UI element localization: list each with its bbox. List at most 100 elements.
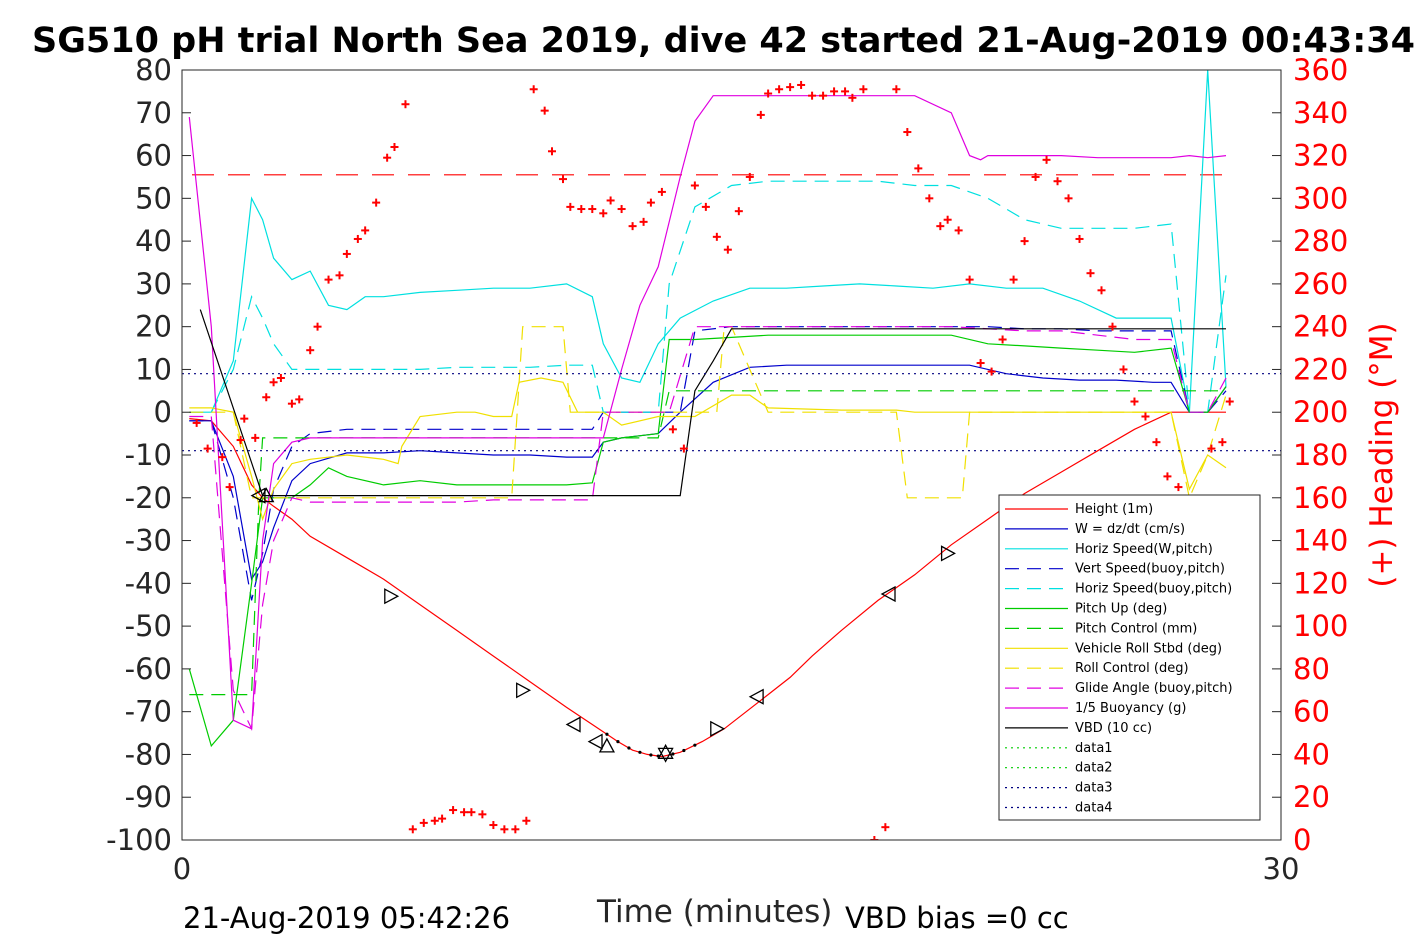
heading-marker <box>599 209 608 218</box>
left-tick-label: -10 <box>125 438 172 472</box>
heading-marker <box>419 818 428 827</box>
right-tick-label: 360 <box>1293 53 1348 87</box>
heading-marker <box>786 83 795 92</box>
heading-marker <box>903 128 912 137</box>
legend-item-vehicle-roll-stbd-deg: Vehicle Roll Stbd (deg) <box>1005 641 1222 656</box>
left-tick-label: -40 <box>125 566 172 600</box>
heading-marker <box>192 418 201 427</box>
right-tick-label: 60 <box>1293 695 1330 729</box>
legend: Height (1m) W = dz/dt (cm/s) Horiz Speed(W… <box>998 494 1261 821</box>
right-tick-label: 140 <box>1293 524 1348 558</box>
legend-item-data3: data3 <box>1005 781 1113 796</box>
left-tick-label: -90 <box>125 780 172 814</box>
heading-marker <box>522 816 531 825</box>
heading-marker <box>236 436 245 445</box>
heading-marker <box>1009 275 1018 284</box>
triangle-marker <box>748 688 764 705</box>
right-tick-label: 100 <box>1293 609 1348 643</box>
heading-marker <box>478 810 487 819</box>
heading-marker <box>1097 286 1106 295</box>
heading-marker <box>511 825 520 834</box>
heading-marker <box>313 322 322 331</box>
heading-marker <box>269 378 278 387</box>
triangle-marker <box>598 737 615 753</box>
heading-marker <box>1130 397 1139 406</box>
legend-label: data3 <box>1075 781 1113 796</box>
heading-marker <box>734 207 743 216</box>
legend-item-height-1m: Height (1m) <box>1005 502 1153 517</box>
heading-marker <box>914 164 923 173</box>
left-tick-label: 10 <box>135 352 172 386</box>
heading-marker <box>925 194 934 203</box>
depth-dot <box>627 746 631 750</box>
legend-label: Horiz Speed(buoy,pitch) <box>1075 582 1232 597</box>
legend-label: Pitch Control (mm) <box>1075 621 1197 636</box>
heading-marker <box>646 198 655 207</box>
series-line-horiz-speed-w-pitch <box>189 70 1227 413</box>
legend-item-horiz-speed-buoy-pitch: Horiz Speed(buoy,pitch) <box>1005 582 1232 597</box>
triangle-marker <box>587 733 603 750</box>
heading-marker <box>566 202 575 211</box>
heading-marker <box>547 147 556 156</box>
heading-marker <box>657 187 666 196</box>
right-tick-label: 180 <box>1293 438 1348 472</box>
heading-marker <box>540 106 549 115</box>
left-tick-label: -100 <box>106 823 172 857</box>
heading-marker <box>276 374 285 382</box>
heading-marker <box>1141 412 1150 421</box>
legend-item-glide-angle-buoy-pitch: Glide Angle (buoy,pitch) <box>1005 681 1233 696</box>
legend-label: Vert Speed(buoy,pitch) <box>1075 562 1225 577</box>
heading-marker <box>1075 234 1084 243</box>
left-tick-label: 70 <box>135 96 172 130</box>
right-tick-label: 160 <box>1293 481 1348 515</box>
heading-marker <box>954 226 963 235</box>
heading-marker <box>372 198 381 207</box>
heading-marker <box>588 205 597 214</box>
right-tick-label: 20 <box>1293 780 1330 814</box>
series-line-1-5-buoyancy-g <box>188 95 1227 730</box>
depth-dot <box>682 748 686 753</box>
right-tick-label: 260 <box>1293 267 1348 301</box>
legend-label: Horiz Speed(W,pitch) <box>1075 542 1213 557</box>
triangle-marker <box>940 545 956 562</box>
legend-label: 1/5 Buoyancy (g) <box>1075 701 1186 716</box>
triangle-marker <box>880 585 896 603</box>
heading-marker <box>361 226 370 235</box>
heading-marker <box>430 816 439 825</box>
heading-marker <box>976 359 985 368</box>
heading-marker <box>577 205 586 214</box>
left-tick-label: -20 <box>125 481 172 515</box>
legend-label: VBD (10 cc) <box>1075 721 1152 736</box>
heading-marker <box>628 222 637 231</box>
left-tick-label: 20 <box>135 310 172 344</box>
legend-item-1-5-buoyancy-g: 1/5 Buoyancy (g) <box>1005 701 1186 716</box>
heading-marker <box>943 215 952 224</box>
heading-marker <box>701 202 710 211</box>
heading-marker <box>668 425 677 434</box>
right-tick-label: 80 <box>1293 652 1330 686</box>
right-tick-label: 120 <box>1293 566 1348 600</box>
heading-marker <box>529 85 538 94</box>
depth-dot <box>605 732 609 736</box>
heading-marker <box>1119 365 1128 374</box>
heading-marker <box>558 175 567 184</box>
left-tick-label: -30 <box>125 524 172 558</box>
heading-marker <box>500 825 509 834</box>
legend-item-horiz-speed-w-pitch: Horiz Speed(W,pitch) <box>1005 542 1213 557</box>
heading-marker <box>1152 438 1161 447</box>
heading-marker <box>225 483 234 492</box>
heading-marker <box>295 395 304 404</box>
legend-item-roll-control-deg: Roll Control (deg) <box>1005 661 1189 676</box>
heading-marker <box>808 91 817 100</box>
right-tick-label: 0 <box>1293 823 1311 857</box>
right-tick-label: 200 <box>1293 395 1348 429</box>
x-axis-label: Time (minutes) <box>596 894 832 930</box>
left-tick-label: 40 <box>135 224 172 258</box>
left-tick-label: 60 <box>135 139 172 173</box>
heading-marker <box>1218 438 1227 447</box>
heading-marker <box>306 346 315 355</box>
legend-item-data4: data4 <box>1005 801 1113 816</box>
heading-marker <box>1031 172 1040 181</box>
triangle-marker <box>250 487 266 504</box>
heading-marker <box>606 196 615 205</box>
